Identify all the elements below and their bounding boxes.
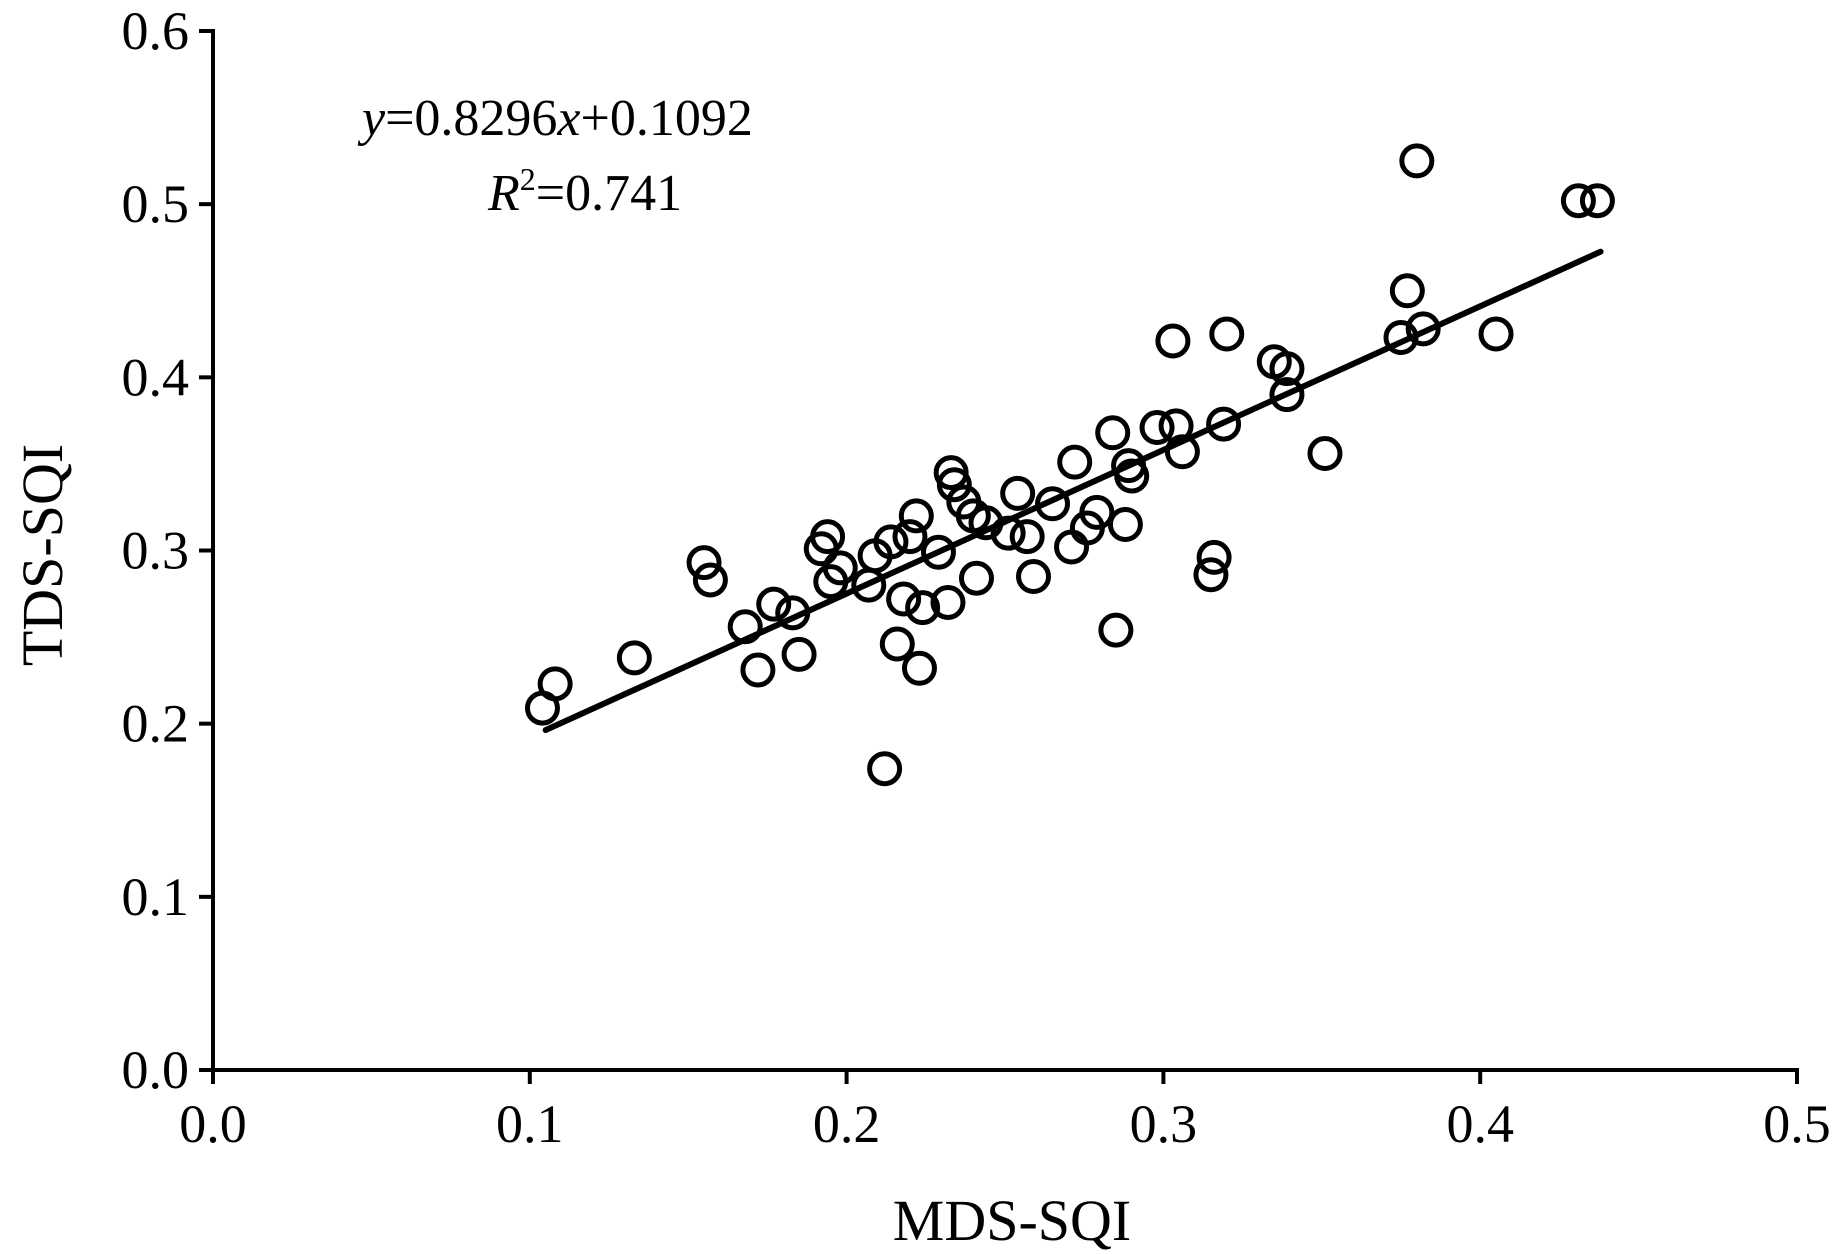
data-point [1399,143,1435,179]
data-point [616,640,652,676]
data-point [936,467,972,503]
data-point [1009,519,1045,555]
data-point [1079,494,1115,530]
trendline [542,248,1604,734]
data-point [958,560,994,596]
data-point [1164,434,1200,470]
data-point [901,650,937,686]
data-point [1139,410,1175,446]
y-tick-label: 0.3 [122,521,190,581]
data-point [1155,323,1191,359]
data-point [810,519,846,555]
data-point [692,562,728,598]
y-tick-label: 0.2 [122,694,190,754]
eq-coefficient: =0.8296 [385,90,557,147]
data-point [1193,557,1229,593]
data-point [867,751,903,787]
data-point [756,586,792,622]
y-tick-label: 0.4 [122,347,190,407]
ticks: 0.0 0.1 0.2 0.3 0.4 0.5 0.6 0.0 0.1 0.2 0.3 0.4 0.5 [122,1,1831,1154]
r-value: =0.741 [536,165,682,222]
x-tick-label: 0.5 [1763,1094,1831,1154]
data-point [879,626,915,662]
data-point [873,524,909,560]
x-axis-title: MDS-SQI [893,1188,1132,1253]
data-point [1107,507,1143,543]
data-point [1478,316,1514,352]
data-point [781,636,817,672]
data-point [898,498,934,534]
data-point [1057,444,1093,480]
data-point [537,666,573,702]
data-point [1000,475,1036,511]
axes [211,29,1799,1072]
data-point [892,519,928,555]
data-point [740,652,776,688]
data-point [920,534,956,570]
x-tick-label: 0.0 [179,1094,247,1154]
eq-x-var: x [556,90,580,147]
data-point [1269,351,1305,387]
x-tick-label: 0.3 [1130,1094,1198,1154]
y-tick-label: 0.6 [122,1,190,61]
data-point [1098,612,1134,648]
data-point [930,584,966,620]
eq-y-var: y [357,90,386,147]
regression-equation: y=0.8296x+0.1092 [357,90,753,147]
y-tick-label: 0.1 [122,867,190,927]
data-points [524,143,1615,787]
y-tick-label: 0.0 [122,1040,190,1100]
r-var: R [487,165,520,222]
data-point [1307,436,1343,472]
data-point [886,581,922,617]
y-tick-label: 0.5 [122,174,190,234]
data-point [905,590,941,626]
data-point [822,550,858,586]
data-point [1016,558,1052,594]
r-sup: 2 [520,161,536,197]
data-point [1560,183,1596,219]
data-point [1206,406,1242,442]
x-tick-label: 0.4 [1446,1094,1514,1154]
data-point [1095,415,1131,451]
eq-intercept: +0.1092 [581,90,753,147]
y-axis-title: TDS-SQI [10,444,75,666]
data-point [686,545,722,581]
r-squared: R2=0.741 [487,161,682,222]
x-tick-label: 0.1 [496,1094,564,1154]
x-tick-label: 0.2 [813,1094,881,1154]
data-point [1405,311,1441,347]
data-point [1579,183,1615,219]
data-point [1389,273,1425,309]
data-point [1054,529,1090,565]
data-point [1269,377,1305,413]
data-point [1196,539,1232,575]
data-point [1209,316,1245,352]
